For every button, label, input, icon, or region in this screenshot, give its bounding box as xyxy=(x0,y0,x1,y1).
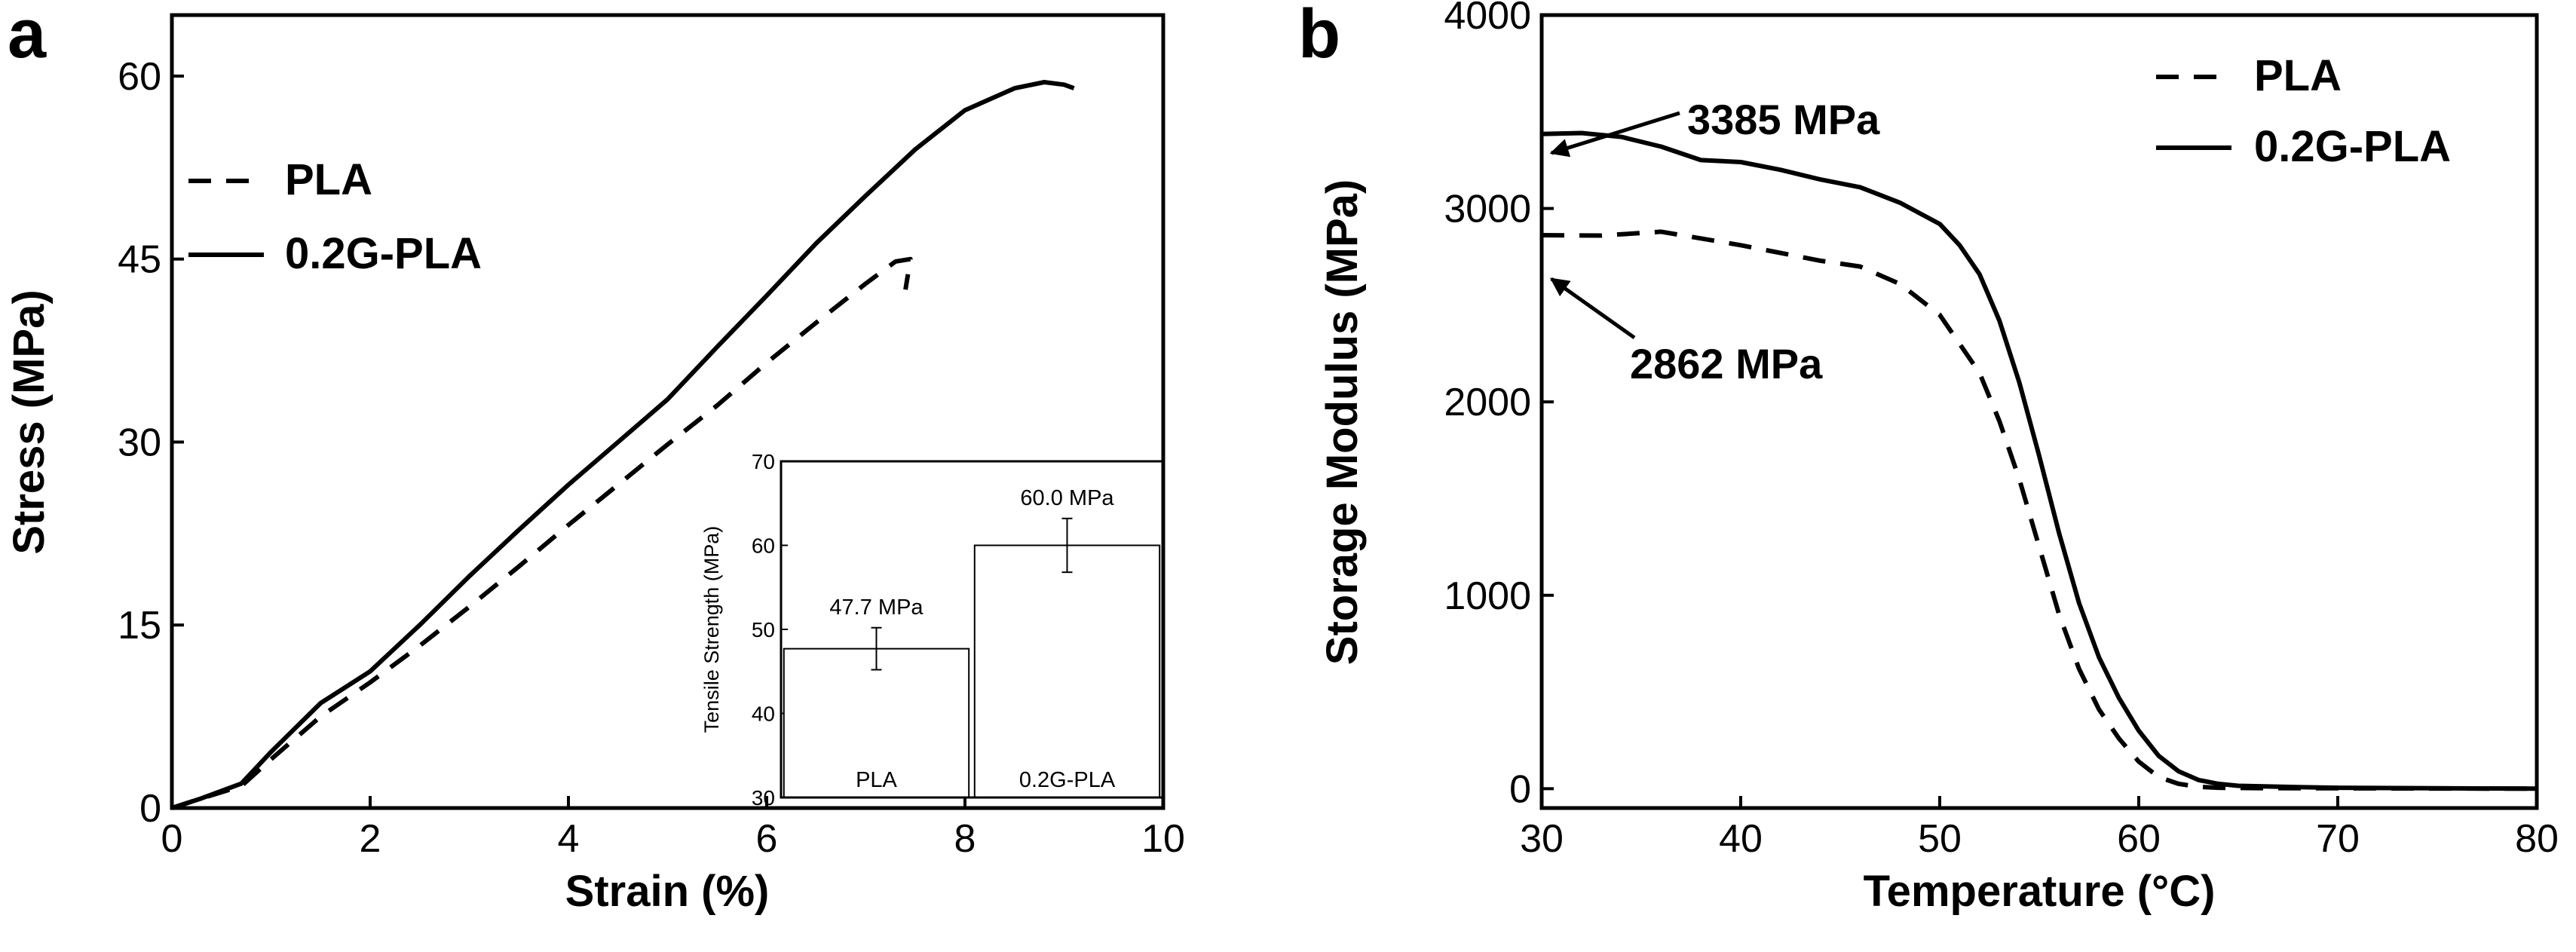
panel-b-x-tick-label: 60 xyxy=(2117,817,2161,861)
panel-a-x-tick-label: 4 xyxy=(558,817,580,861)
panel-a-label: a xyxy=(8,0,47,72)
panel-b-legend: PLA 0.2G-PLA xyxy=(2156,51,2451,171)
panel-a-y-axis-label: Stress (MPa) xyxy=(5,289,54,554)
panel-b-series-0-2g-pla xyxy=(1541,130,2538,791)
panel-a-x-tick-label: 6 xyxy=(756,817,778,861)
panel-a-y-tick-label: 60 xyxy=(118,55,161,99)
panel-b-x-tick-label: 70 xyxy=(2316,817,2360,861)
panel-b-y-tick-label: 0 xyxy=(1509,767,1531,811)
panel-b-annotations: 3385 MPa 2862 MPa xyxy=(1549,96,1880,387)
inset-y-axis-label: Tensile Strength (MPa) xyxy=(700,526,723,733)
panel-b-x-axis-label: Temperature (°C) xyxy=(1864,867,2216,916)
inset-y-tick-label: 70 xyxy=(752,450,775,473)
panel-b-y-tick-label: 1000 xyxy=(1444,574,1531,618)
inset-y-tick-label: 40 xyxy=(752,703,775,726)
legend-b-0-2g-pla-label: 0.2G-PLA xyxy=(2254,122,2451,171)
panel-b: b 30 40 50 60 70 80 0 1000 2000 3000 4000 Temperat… xyxy=(1298,0,2559,916)
inset-bar-chart: 30 40 50 60 70 47.7 MPa PLA 60.0 MPa 0.2G-PLA T… xyxy=(700,450,1164,810)
panel-a-series-0-2g-pla xyxy=(171,80,1075,810)
panel-b-tick-labels: 30 40 50 60 70 80 0 1000 2000 3000 4000 xyxy=(1444,0,2559,861)
inset-ticks: 30 40 50 60 70 xyxy=(752,450,788,810)
panel-a-plot-frame xyxy=(170,13,1165,810)
panel-b-series-pla xyxy=(1541,229,2538,791)
annotation-3385-arrow xyxy=(1549,111,1680,158)
panel-b-series xyxy=(1541,130,2538,791)
legend-a-pla-label: PLA xyxy=(285,155,372,204)
panel-b-y-tick-label: 2000 xyxy=(1444,381,1531,424)
panel-a-x-tick-label: 2 xyxy=(360,817,381,861)
legend-b-pla-label: PLA xyxy=(2254,51,2342,100)
inset-y-tick-label: 60 xyxy=(752,534,775,558)
legend-a-0-2g-pla-label: 0.2G-PLA xyxy=(285,229,482,278)
inset-category-label-0-2g-pla: 0.2G-PLA xyxy=(1019,768,1116,792)
panel-b-y-tick-label: 3000 xyxy=(1444,188,1531,231)
inset-bar-0-2g-pla xyxy=(973,544,1161,798)
inset-category-label-pla: PLA xyxy=(856,768,897,792)
panel-a-legend: PLA 0.2G-PLA xyxy=(188,155,482,278)
panel-b-y-tick-label: 4000 xyxy=(1444,0,1531,38)
inset-value-label-pla: 47.7 MPa xyxy=(829,595,924,620)
panel-b-plot-frame xyxy=(1539,13,2539,810)
panel-b-x-tick-label: 80 xyxy=(2515,817,2559,861)
panel-a-y-tick-label: 30 xyxy=(118,421,161,464)
panel-b-y-axis-label: Storage Modulus (MPa) xyxy=(1318,179,1367,665)
panel-b-x-tick-label: 50 xyxy=(1918,817,1962,861)
panel-b-x-tick-label: 40 xyxy=(1719,817,1763,861)
panel-a: a 0 2 4 6 8 10 0 15 30 45 60 Strain (%) Stress (MP… xyxy=(5,0,1185,916)
panel-a-tick-labels: 0 2 4 6 8 10 0 15 30 45 60 xyxy=(118,55,1185,861)
panel-a-series-pla xyxy=(171,256,913,810)
annotation-2862-mpa: 2862 MPa xyxy=(1630,340,1823,387)
panel-a-x-tick-label: 0 xyxy=(161,817,183,861)
annotation-2862-arrow xyxy=(1549,277,1636,340)
panel-a-x-tick-label: 10 xyxy=(1141,817,1185,861)
panel-b-x-tick-label: 30 xyxy=(1520,817,1564,861)
panel-a-x-tick-label: 8 xyxy=(954,817,976,861)
panel-a-y-tick-label: 0 xyxy=(139,787,161,831)
inset-value-label-0-2g-pla: 60.0 MPa xyxy=(1020,486,1114,510)
inset-y-tick-label: 50 xyxy=(752,618,775,641)
panel-a-x-axis-label: Strain (%) xyxy=(565,867,770,916)
panel-a-y-tick-label: 45 xyxy=(118,238,161,282)
panel-a-y-tick-label: 15 xyxy=(118,604,161,647)
annotation-3385-mpa: 3385 MPa xyxy=(1687,96,1880,143)
inset-bars: 47.7 MPa PLA 60.0 MPa 0.2G-PLA xyxy=(783,486,1161,799)
inset-y-tick-label: 30 xyxy=(752,786,775,810)
panel-a-series xyxy=(171,80,1075,810)
panel-b-label: b xyxy=(1298,0,1340,72)
inset-bar-pla xyxy=(783,647,970,799)
inset-plot-frame xyxy=(780,460,1164,799)
